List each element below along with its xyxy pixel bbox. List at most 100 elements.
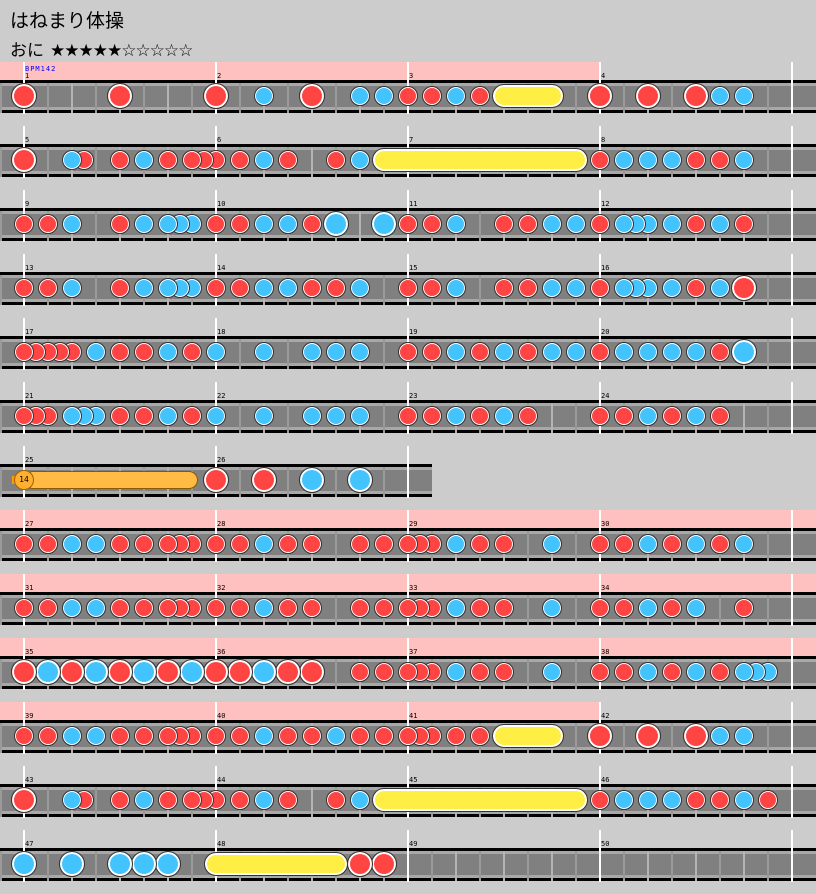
song-title: はねまり体操 bbox=[10, 10, 125, 32]
don-note bbox=[470, 406, 490, 426]
ka-note bbox=[326, 406, 346, 426]
ka-note bbox=[734, 790, 754, 810]
don-note bbox=[494, 214, 514, 234]
measure-number: 42 bbox=[601, 712, 610, 720]
subdivision-line bbox=[287, 403, 289, 433]
drumroll-note bbox=[372, 148, 588, 172]
don-note bbox=[134, 598, 154, 618]
subdivision-line bbox=[95, 787, 97, 817]
ka-note bbox=[614, 278, 634, 298]
ka-note bbox=[662, 342, 682, 362]
subdivision-line bbox=[0, 851, 2, 881]
don-note bbox=[686, 150, 706, 170]
don-note bbox=[374, 662, 394, 682]
chart-row: 13 14 15 16 bbox=[0, 254, 816, 318]
don-note bbox=[302, 726, 322, 746]
subdivision-line bbox=[0, 147, 2, 177]
don-note bbox=[134, 534, 154, 554]
don-note bbox=[518, 278, 538, 298]
big-don-note bbox=[731, 275, 757, 301]
ka-note bbox=[638, 662, 658, 682]
ka-note bbox=[206, 342, 226, 362]
ka-note bbox=[446, 406, 466, 426]
don-note bbox=[470, 86, 490, 106]
big-don-note bbox=[683, 723, 709, 749]
ka-note bbox=[86, 726, 106, 746]
don-note bbox=[278, 598, 298, 618]
don-note bbox=[206, 534, 226, 554]
big-don-note bbox=[587, 83, 613, 109]
chart-row: 43 44 45 46 bbox=[0, 766, 816, 830]
ka-note bbox=[446, 86, 466, 106]
subdivision-line bbox=[575, 595, 577, 625]
don-note bbox=[110, 150, 130, 170]
big-ka-note bbox=[35, 659, 61, 685]
beat-line bbox=[647, 851, 649, 881]
don-note bbox=[422, 342, 442, 362]
big-ka-note bbox=[107, 851, 133, 877]
ka-note bbox=[350, 278, 370, 298]
chart-row: 39 40 41 42 bbox=[0, 702, 816, 766]
measure-number: 10 bbox=[217, 200, 226, 208]
ka-note bbox=[134, 278, 154, 298]
big-ka-note bbox=[731, 339, 757, 365]
chart-row: 9 10 11 12 bbox=[0, 190, 816, 254]
don-note bbox=[158, 534, 178, 554]
don-note bbox=[350, 662, 370, 682]
chart-row: 21 22 23 24 bbox=[0, 382, 816, 446]
subdivision-line bbox=[575, 851, 577, 881]
ka-note bbox=[86, 598, 106, 618]
don-note bbox=[278, 790, 298, 810]
ka-note bbox=[62, 598, 82, 618]
don-note bbox=[710, 534, 730, 554]
measure-number: 37 bbox=[409, 648, 418, 656]
ka-note bbox=[494, 406, 514, 426]
ka-note bbox=[662, 150, 682, 170]
ka-note bbox=[614, 790, 634, 810]
don-note bbox=[398, 726, 418, 746]
big-don-note bbox=[635, 723, 661, 749]
subdivision-line bbox=[335, 83, 337, 113]
subdivision-line bbox=[239, 467, 241, 497]
subdivision-line bbox=[623, 851, 625, 881]
subdivision-line bbox=[335, 659, 337, 689]
don-note bbox=[518, 406, 538, 426]
don-note bbox=[230, 278, 250, 298]
subdivision-line bbox=[0, 595, 2, 625]
don-note bbox=[662, 662, 682, 682]
don-note bbox=[326, 790, 346, 810]
don-note bbox=[230, 790, 250, 810]
measure-number: 6 bbox=[217, 136, 222, 144]
beat-line bbox=[359, 211, 361, 241]
don-note bbox=[302, 534, 322, 554]
measure-number: 45 bbox=[409, 776, 418, 784]
ka-note bbox=[374, 86, 394, 106]
don-note bbox=[398, 86, 418, 106]
don-note bbox=[470, 342, 490, 362]
don-note bbox=[14, 214, 34, 234]
ka-note bbox=[494, 342, 514, 362]
subdivision-line bbox=[335, 531, 337, 561]
big-don-note bbox=[11, 787, 37, 813]
measure-number: 18 bbox=[217, 328, 226, 336]
don-note bbox=[398, 406, 418, 426]
subdivision-line bbox=[767, 275, 769, 305]
beat-line bbox=[311, 787, 313, 817]
measure-number: 43 bbox=[25, 776, 34, 784]
don-note bbox=[710, 790, 730, 810]
ka-note bbox=[350, 86, 370, 106]
drumroll-note bbox=[372, 788, 588, 812]
measure-number: 35 bbox=[25, 648, 34, 656]
don-note bbox=[14, 534, 34, 554]
don-note bbox=[422, 406, 442, 426]
measure-number: 47 bbox=[25, 840, 34, 848]
don-note bbox=[422, 86, 442, 106]
don-note bbox=[158, 598, 178, 618]
don-note bbox=[230, 534, 250, 554]
measure-number: 39 bbox=[25, 712, 34, 720]
ka-note bbox=[278, 214, 298, 234]
subdivision-line bbox=[479, 211, 481, 241]
measure-number: 16 bbox=[601, 264, 610, 272]
measure-number: 3 bbox=[409, 72, 414, 80]
difficulty-line: おに ★★★★★☆☆☆☆☆ bbox=[10, 36, 193, 61]
